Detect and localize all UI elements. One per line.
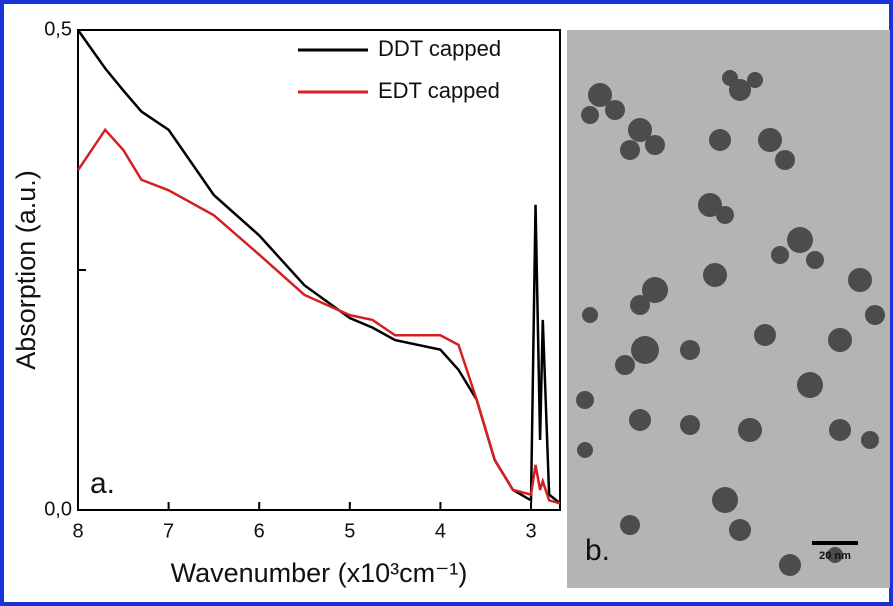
x-tick-label: 4	[435, 520, 446, 542]
legend-label: EDT capped	[378, 78, 500, 103]
legend-label: DDT capped	[378, 36, 501, 61]
nanocrystals	[576, 70, 885, 576]
series-line	[76, 29, 561, 505]
x-tick-label: 6	[254, 520, 265, 542]
panel-label: a.	[90, 467, 115, 500]
tem-image: 20 nm b.	[567, 30, 890, 588]
x-tick-label: 8	[72, 520, 83, 542]
x-axis-label: Wavenumber (x10³cm⁻¹)	[171, 558, 468, 588]
x-tick-label: 5	[344, 520, 355, 542]
x-tick-label: 3	[525, 520, 536, 542]
y-axis-label: Absorption (a.u.)	[11, 170, 41, 370]
y-tick-label: 0,0	[44, 498, 72, 520]
scale-bar-label: 20 nm	[819, 550, 851, 562]
x-tick-label: 7	[163, 520, 174, 542]
panel-label: b.	[585, 534, 610, 567]
series-line	[76, 127, 561, 505]
y-tick-label: 0,5	[44, 18, 72, 40]
